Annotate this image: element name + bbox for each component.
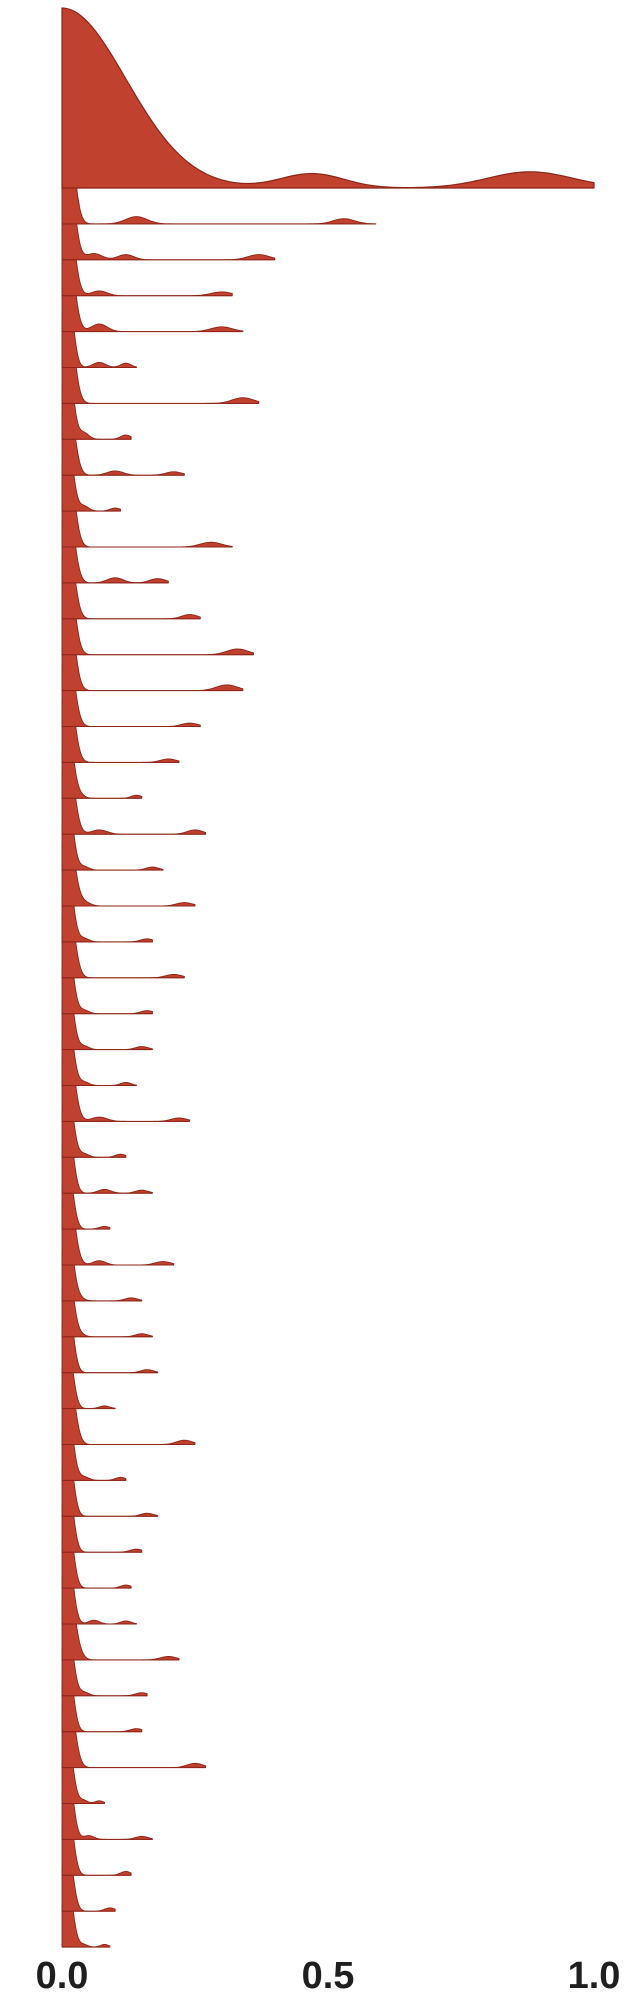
x-tick-label-1: 0.5 bbox=[302, 1955, 355, 1997]
ridge-12 bbox=[61, 496, 169, 584]
ridge-1 bbox=[61, 7, 595, 189]
x-tick-label-2: 1.0 bbox=[568, 1955, 621, 1997]
ridge-5 bbox=[61, 236, 244, 333]
ridge-15 bbox=[61, 595, 244, 692]
x-tick-label-0: 0.0 bbox=[36, 1955, 89, 1997]
ridge-4 bbox=[61, 200, 233, 297]
ridge-29 bbox=[61, 1116, 153, 1194]
x-axis: 0.0 0.5 1.0 bbox=[36, 1955, 621, 1997]
ridge-group bbox=[61, 7, 595, 1948]
ridge-14 bbox=[61, 559, 254, 656]
ridge-7 bbox=[61, 308, 260, 404]
ridge-9 bbox=[61, 389, 185, 476]
ridge-11 bbox=[61, 451, 233, 548]
